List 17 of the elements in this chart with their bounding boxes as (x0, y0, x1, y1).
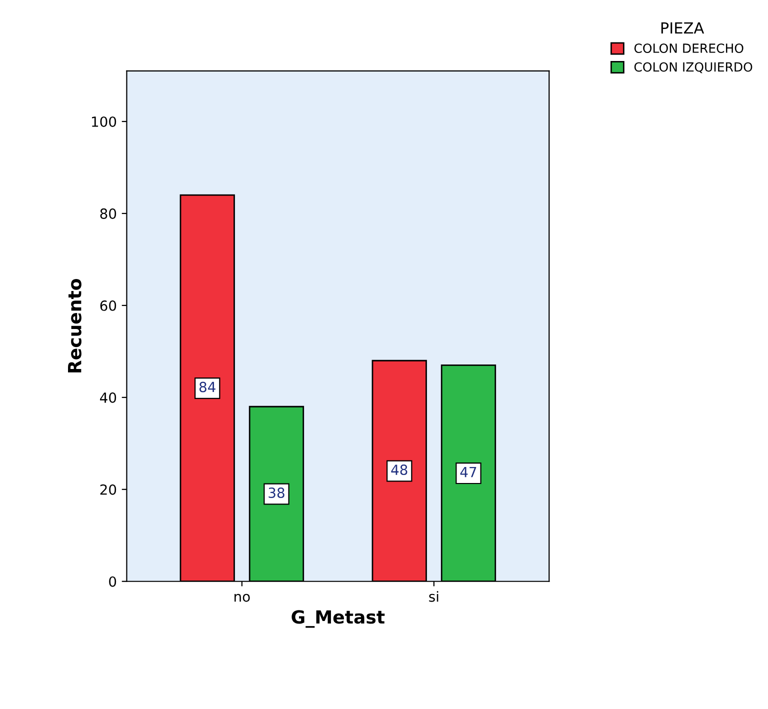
y-tick-label: 80 (100, 208, 116, 219)
x-tick-label: no (234, 594, 250, 602)
data-label: 38 (268, 488, 284, 498)
y-tick-label: 0 (109, 576, 116, 587)
y-axis-title: Recuento (68, 278, 82, 372)
y-tick-label: 40 (100, 392, 116, 403)
y-tick-label: 60 (100, 300, 116, 311)
data-label: 47 (460, 467, 476, 478)
x-axis-title: G_Metast (292, 610, 385, 628)
y-tick-label: 100 (92, 116, 116, 127)
data-label: 48 (391, 464, 408, 476)
x-tick-label: si (429, 591, 438, 602)
legend-title: PIEZA (661, 22, 704, 34)
legend-label: COLON DERECHO (634, 44, 744, 53)
data-label: 84 (199, 382, 216, 392)
y-tick-label: 20 (100, 484, 116, 495)
legend-label: COLON IZQUIERDO (634, 62, 752, 74)
